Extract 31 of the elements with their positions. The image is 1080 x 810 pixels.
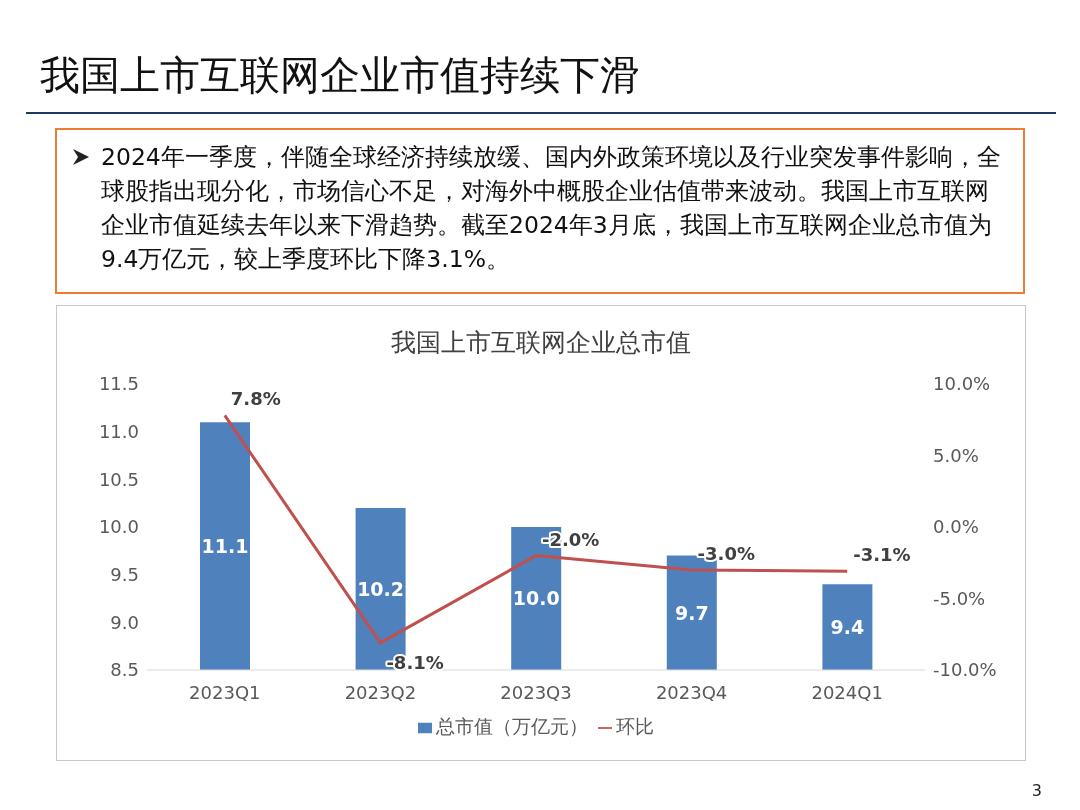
y-tick-label: 9.0 xyxy=(110,611,139,633)
y2-tick-label: -5.0% xyxy=(933,587,986,609)
data-label: 7.8% xyxy=(230,388,281,410)
legend-label: 总市值（万亿元） xyxy=(436,715,588,737)
y2-tick-label: 0.0% xyxy=(933,516,979,538)
chart-subtitle: 我国上市互联网企业总市值 xyxy=(390,327,692,359)
x-tick-label: 2024Q1 xyxy=(811,681,883,703)
x-tick-label: 2023Q1 xyxy=(189,681,261,703)
legend-label: 环比 xyxy=(616,715,654,737)
x-tick-label: 2023Q2 xyxy=(344,681,417,703)
chart-title: 我国上市互联网企业市值持续下滑 xyxy=(40,51,640,100)
data-label: 10.0 xyxy=(512,587,560,610)
x-tick-label: 2023Q4 xyxy=(655,681,728,703)
y-tick-label: 8.5 xyxy=(110,659,139,681)
data-label: -3.0% xyxy=(697,542,756,564)
y-tick-label: 11.0 xyxy=(98,421,139,443)
data-label: 11.1 xyxy=(201,534,249,557)
y2-tick-label: 5.0% xyxy=(933,444,979,466)
text: 3 xyxy=(1031,781,1042,800)
y-tick-label: 10.0 xyxy=(98,516,139,538)
y-tick-label: 11.5 xyxy=(98,373,139,395)
text: 2024年一季度，伴随全球经济持续放缓、国内外政策环境以及行业突发事件影响，全球股指出现分化，市场信心不足，对海外中概股企业估值带来波动。我国上市互联网企业市值延续去年以来下滑趋势。截至2024年3月底，我国上市互联网企业总市值为9.4万亿元，较上季度环比下降3.1%。 xyxy=(55,128,1025,294)
x-tick-label: 2023Q3 xyxy=(500,681,572,703)
y2-tick-label: -10.0% xyxy=(933,659,997,681)
y-tick-label: 9.5 xyxy=(110,564,139,586)
y-tick-label: 10.5 xyxy=(98,468,139,490)
data-label: 10.2 xyxy=(357,577,405,600)
data-label: 9.7 xyxy=(674,601,709,624)
y2-tick-label: 10.0% xyxy=(933,373,991,395)
data-label: 9.4 xyxy=(830,615,865,638)
data-label: -3.1% xyxy=(853,544,911,566)
